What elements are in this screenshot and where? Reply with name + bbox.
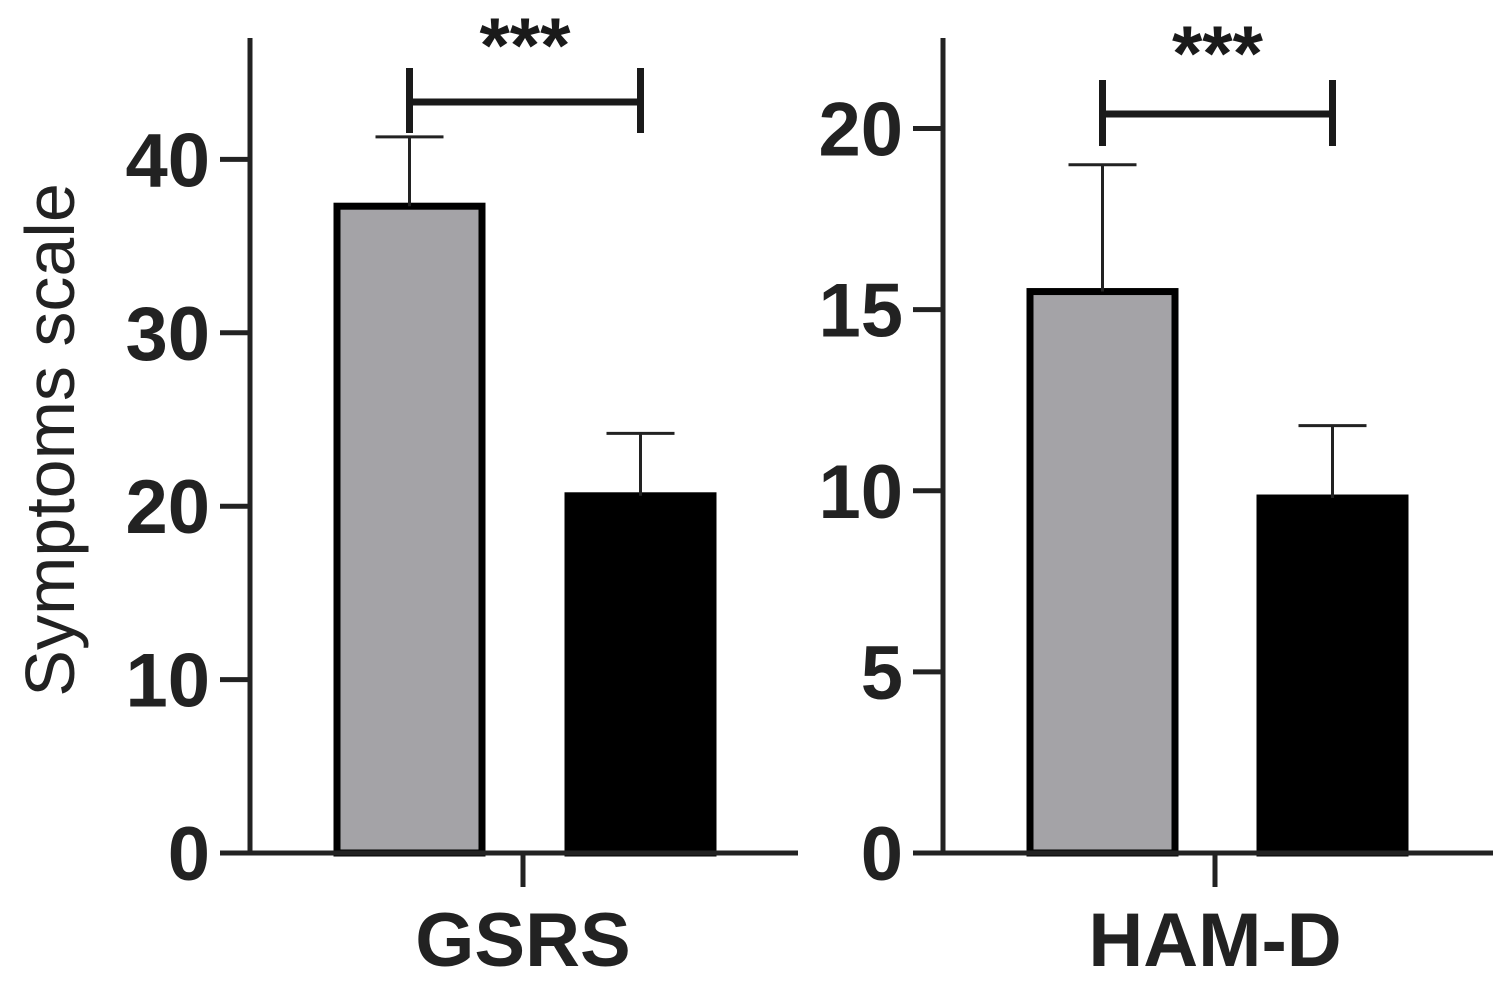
y-tick-label: 0 bbox=[861, 812, 903, 897]
significance-bracket bbox=[406, 68, 644, 133]
y-tick-label: 0 bbox=[168, 812, 210, 897]
y-tick-label: 10 bbox=[125, 639, 210, 724]
x-axis-label: GSRS bbox=[415, 898, 630, 983]
y-tick-label: 40 bbox=[125, 118, 210, 203]
y-axis-title: Symptoms scale bbox=[11, 183, 89, 696]
bar-1 bbox=[1256, 494, 1409, 857]
significance-label: *** bbox=[1172, 9, 1264, 97]
y-tick-label: 20 bbox=[818, 88, 903, 173]
error-bar-0 bbox=[375, 135, 444, 207]
y-tick-label: 20 bbox=[125, 465, 210, 550]
y-tick-label: 15 bbox=[818, 269, 903, 354]
bar-1 bbox=[564, 492, 717, 857]
x-axis-label: HAM-D bbox=[1088, 898, 1341, 983]
significance-label: *** bbox=[479, 1, 571, 89]
error-bar-1 bbox=[1298, 424, 1367, 499]
error-bar-0 bbox=[1068, 163, 1137, 292]
y-tick-label: 30 bbox=[125, 292, 210, 377]
bar-0 bbox=[333, 202, 486, 857]
significance-bracket bbox=[1099, 80, 1336, 146]
ham-d-panel: 0 5 10 15 20 HAM-D *** bbox=[818, 9, 1493, 983]
error-bar-1 bbox=[606, 431, 675, 496]
y-tick-label: 5 bbox=[861, 631, 903, 716]
y-tick-label: 10 bbox=[818, 450, 903, 535]
bar-0 bbox=[1026, 288, 1179, 857]
gsrs-panel: 0 10 20 30 40 GSRS Symptoms scale *** bbox=[11, 1, 798, 983]
